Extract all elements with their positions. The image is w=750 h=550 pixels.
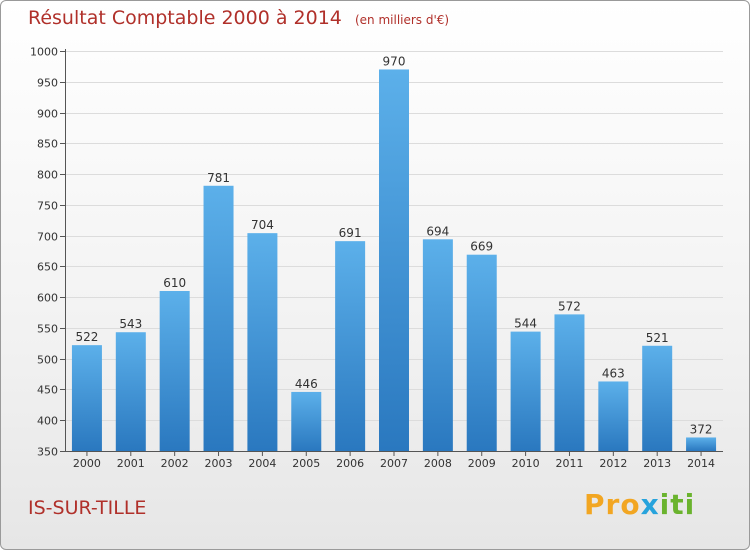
y-tick-label: 1000 — [30, 46, 58, 59]
bar-value-label: 544 — [514, 317, 537, 331]
x-tick-label: 2011 — [555, 457, 583, 470]
y-tick-label: 750 — [37, 200, 58, 213]
bar-value-label: 372 — [690, 422, 713, 436]
bar — [686, 437, 717, 451]
x-tick-label: 2014 — [687, 457, 715, 470]
bar — [203, 185, 234, 451]
bar — [379, 69, 409, 451]
y-tick-label: 350 — [37, 446, 58, 459]
bars — [71, 69, 717, 451]
x-tick-label: 2000 — [73, 457, 101, 470]
y-tick-label: 400 — [37, 415, 58, 428]
bar-value-label: 704 — [251, 218, 274, 232]
y-tick-label: 650 — [37, 261, 58, 274]
bar — [598, 381, 629, 451]
bar-value-label: 572 — [558, 299, 581, 313]
labels: 522 2000 543 2001 610 2002 781 2003 704 2004 446 20… — [73, 54, 715, 470]
bar — [291, 391, 322, 451]
bar — [642, 345, 673, 451]
bar-value-label: 610 — [163, 276, 186, 290]
logo-part-2: x — [640, 488, 660, 521]
bar-value-label: 669 — [470, 240, 493, 254]
x-tick-label: 2001 — [117, 457, 145, 470]
y-tick-label: 800 — [37, 169, 58, 182]
bar — [510, 331, 541, 451]
y-tick-label: 950 — [37, 77, 58, 90]
x-tick-label: 2012 — [599, 457, 627, 470]
y-tick-label: 600 — [37, 292, 58, 305]
chart-title-block: Résultat Comptable 2000 à 2014 (en milli… — [28, 7, 449, 29]
x-tick-label: 2005 — [292, 457, 320, 470]
bar-value-label: 543 — [119, 317, 142, 331]
x-tick-label: 2009 — [468, 457, 496, 470]
bar — [466, 254, 497, 451]
bar-value-label: 463 — [602, 366, 625, 380]
y-tick-label: 850 — [37, 138, 58, 151]
bar-value-label: 521 — [646, 331, 669, 345]
x-tick-label: 2006 — [336, 457, 364, 470]
bar — [335, 241, 366, 451]
logo-part-1: Pro — [584, 488, 641, 521]
y-tick-label: 450 — [37, 384, 58, 397]
chart-title: Résultat Comptable 2000 à 2014 — [28, 7, 342, 29]
bar-value-label: 970 — [383, 54, 406, 68]
bar-value-label: 446 — [295, 377, 318, 391]
x-tick-label: 2007 — [380, 457, 408, 470]
bar — [71, 345, 102, 451]
bar-value-label: 691 — [339, 226, 362, 240]
bar — [247, 233, 278, 451]
y-tick-label: 500 — [37, 354, 58, 367]
y-tick-label: 700 — [37, 231, 58, 244]
bar — [554, 314, 585, 451]
x-tick-label: 2010 — [512, 457, 540, 470]
bar — [115, 332, 146, 451]
bar-value-label: 522 — [75, 330, 98, 344]
commune-name: IS-SUR-TILLE — [28, 497, 147, 519]
y-tick-label: 900 — [37, 108, 58, 121]
bar-value-label: 781 — [207, 171, 230, 185]
chart-unit: (en milliers d'€) — [354, 13, 450, 27]
x-tick-label: 2003 — [205, 457, 233, 470]
axes: 350 400 450 500 550 600 650 700 750 800 850 900 950 1… — [30, 46, 723, 459]
y-tick-label: 550 — [37, 323, 58, 336]
x-tick-label: 2004 — [248, 457, 276, 470]
bar — [422, 239, 453, 451]
bar — [159, 291, 190, 451]
x-tick-label: 2002 — [161, 457, 189, 470]
logo-part-3: iti — [659, 488, 696, 521]
x-tick-label: 2008 — [424, 457, 452, 470]
bar-value-label: 694 — [426, 224, 449, 238]
x-tick-label: 2013 — [643, 457, 671, 470]
proxiti-logo[interactable]: Proxiti — [584, 488, 695, 521]
